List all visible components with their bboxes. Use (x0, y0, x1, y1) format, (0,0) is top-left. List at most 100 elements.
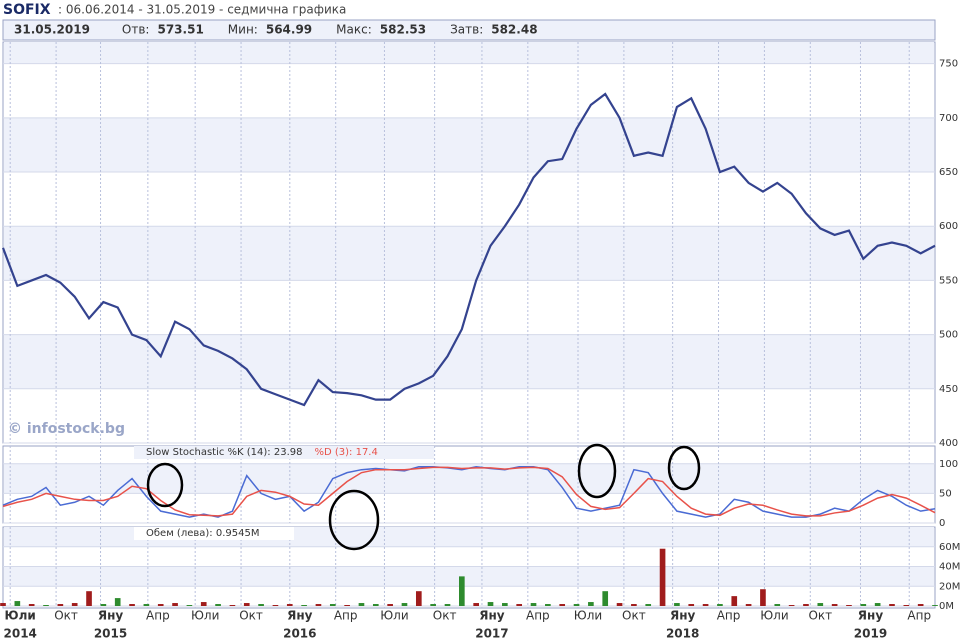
x-tick-label: Окт (433, 609, 457, 623)
bar (114, 598, 121, 606)
bar (315, 604, 322, 606)
bar (100, 604, 107, 606)
x-tick-label: Юли (5, 609, 36, 623)
x-tick-label: Окт (622, 609, 646, 623)
symbol: SOFIX (3, 2, 51, 18)
x-tick-label: Юли (380, 609, 408, 623)
bar (86, 591, 92, 606)
bar (71, 603, 78, 606)
bar (301, 605, 307, 606)
bar (659, 548, 666, 606)
bar (573, 604, 580, 606)
bar (903, 605, 910, 606)
bar (616, 603, 623, 606)
y-tick-label: 500 (939, 330, 958, 341)
quote: 31.05.2019 Отв: 573.51 Мин: 564.99 Макс: 582.5… (14, 23, 538, 37)
y-tick-label: 0 (939, 518, 945, 529)
quote-label: Макс: (336, 23, 372, 37)
x-tick-label: Окт (54, 609, 78, 623)
quote-label: Отв: (122, 23, 150, 37)
y-tick-label: 50 (939, 488, 952, 499)
y-tick-label: 0M (939, 601, 954, 612)
x-tick-label: Апр (907, 609, 931, 623)
highlight-circle (577, 443, 617, 499)
y-tick-label: 450 (939, 384, 958, 395)
bar (286, 604, 293, 606)
watermark: © infostock.bg (8, 421, 125, 437)
bar (717, 604, 723, 606)
y-tick-label: 20M (939, 581, 960, 592)
bar (57, 604, 64, 606)
bar (674, 603, 680, 606)
grid-band (4, 226, 934, 281)
bar (215, 604, 221, 606)
x-tick-label: Яну (479, 609, 505, 623)
legend-entry: %D (3): 17.4 (314, 447, 377, 458)
quote-label: Мин: (228, 23, 258, 37)
legend-bg (134, 446, 434, 459)
volume-title: Обем (лева): 0.9545M (146, 528, 259, 539)
y-tick-label: 100 (939, 459, 958, 470)
bar (760, 589, 766, 606)
grid-band (4, 566, 934, 587)
y-tick-label: 700 (939, 113, 958, 124)
bar (889, 604, 895, 606)
bar (387, 604, 393, 606)
bar (43, 605, 49, 606)
highlight-circle (667, 445, 701, 491)
bar (516, 604, 523, 606)
year-label: 2014 (4, 627, 37, 641)
year-label: 2019 (854, 627, 887, 641)
highlight-circle (328, 489, 380, 551)
bar (817, 603, 824, 606)
bar (344, 605, 350, 606)
bar (745, 604, 752, 606)
bar (430, 604, 436, 606)
x-tick-label: Апр (146, 609, 170, 623)
bar (229, 605, 236, 606)
line (1, 92, 936, 407)
bar (329, 604, 336, 606)
bar (731, 596, 738, 606)
bar (688, 604, 695, 606)
highlight-circle (146, 462, 184, 508)
bar (774, 604, 781, 606)
bar (932, 605, 938, 606)
plot: 400 450 500 550 600 650 700 750 © infostock.bg 0 5… (0, 41, 960, 641)
bar (258, 604, 264, 606)
bar (545, 604, 551, 606)
bar (602, 591, 609, 606)
x-tick-label: Апр (334, 609, 358, 623)
bar (372, 604, 379, 606)
x-tick-label: Окт (808, 609, 832, 623)
bar (129, 604, 135, 606)
bar (530, 603, 537, 606)
bar (645, 604, 652, 606)
bar (831, 604, 838, 606)
bar (157, 604, 164, 606)
line (2, 466, 936, 517)
x-tick-label: Апр (717, 609, 741, 623)
y-tick-label: 650 (939, 167, 958, 178)
quote-box (2, 19, 936, 41)
year-label: 2016 (283, 627, 316, 641)
quote-label: 31.05.2019 (14, 23, 90, 37)
bar (358, 603, 365, 606)
bar (502, 603, 508, 606)
bar (186, 605, 193, 606)
year-label: 2018 (666, 627, 699, 641)
legend-entry: Slow Stochastic %K (14): 23.98 (146, 447, 302, 458)
x-tick-label: Юли (574, 609, 602, 623)
y-tick-label: 400 (939, 438, 958, 449)
y-tick-label: 550 (939, 275, 958, 286)
bar (272, 605, 279, 606)
bar (846, 605, 852, 606)
bar (28, 604, 35, 606)
x-tick-label: Апр (526, 609, 550, 623)
bar (444, 604, 451, 606)
bar (788, 605, 795, 606)
y-tick-label: 40M (939, 562, 960, 573)
period: : 06.06.2014 - 31.05.2019 - седмична гра… (58, 3, 346, 17)
